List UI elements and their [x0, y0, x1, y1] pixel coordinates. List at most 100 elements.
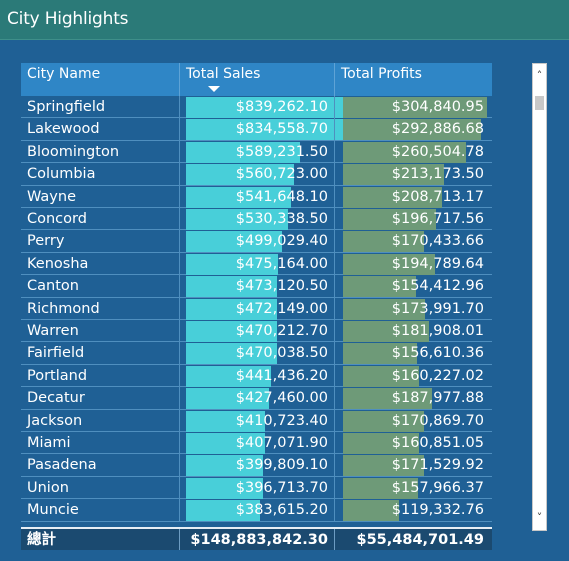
total-profits-cell: $304,840.95	[391, 99, 484, 115]
vertical-scrollbar[interactable]: ˄ ˅	[532, 63, 547, 531]
column-divider	[179, 208, 180, 230]
sort-descending-icon[interactable]	[208, 86, 220, 92]
table-row[interactable]: Springfield $839,262.10 $304,840.95	[21, 96, 492, 119]
column-divider	[334, 432, 335, 454]
table-row[interactable]: Bloomington $589,231.50 $260,504.78	[21, 140, 492, 164]
column-header-total-sales[interactable]: Total Sales	[186, 66, 261, 82]
table-row[interactable]: Union $396,713.70 $157,966.37	[21, 476, 492, 500]
city-name-cell: Union	[27, 479, 69, 496]
column-divider	[334, 476, 335, 499]
total-profits-cell: $156,610.36	[391, 345, 484, 362]
sales-data-bar	[186, 455, 264, 477]
total-sales-cell: $499,029.40	[235, 233, 328, 250]
total-profits-cell: $171,529.92	[391, 457, 484, 474]
column-header-city-name[interactable]: City Name	[27, 66, 101, 82]
total-profits-cell: $196,717.56	[391, 211, 484, 227]
column-divider	[179, 297, 180, 320]
profit-data-bar	[343, 321, 429, 342]
total-sales-cell: $839,262.10	[235, 99, 328, 115]
sales-data-bar	[186, 298, 278, 320]
column-divider	[334, 275, 335, 298]
city-name-cell: Pasadena	[27, 457, 97, 474]
column-divider	[179, 364, 180, 387]
column-divider	[179, 432, 180, 454]
profit-data-bar	[343, 433, 419, 454]
city-name-cell: Kenosha	[27, 255, 89, 272]
table-row[interactable]: Canton $473,120.50 $154,412.96	[21, 275, 492, 298]
city-name-cell: Warren	[27, 323, 79, 339]
column-divider	[334, 387, 335, 410]
column-divider[interactable]	[334, 63, 335, 96]
city-name-cell: Springfield	[27, 99, 106, 115]
table-row[interactable]: Columbia $560,723.00 $213,173.50	[21, 163, 492, 186]
total-profits-value: $55,484,701.49	[356, 532, 484, 548]
column-divider	[179, 275, 180, 298]
total-sales-cell: $407,071.90	[235, 435, 328, 451]
total-sales-cell: $589,231.50	[235, 143, 328, 160]
total-profits-cell: $187,977.88	[391, 390, 484, 407]
total-sales-cell: $560,723.00	[235, 166, 328, 183]
profit-data-bar	[343, 231, 424, 253]
sales-data-bar	[186, 388, 269, 410]
sales-data-bar	[186, 186, 291, 208]
scrollbar-thumb[interactable]	[535, 96, 544, 110]
total-sales-cell: $530,338.50	[235, 211, 328, 227]
profit-data-bar	[343, 365, 419, 387]
table-row[interactable]: Concord $530,338.50 $196,717.56	[21, 208, 492, 231]
total-profits-cell: $181,908.01	[391, 323, 484, 339]
total-sales-cell: $470,212.70	[235, 323, 328, 339]
total-sales-cell: $441,436.20	[235, 367, 328, 384]
column-divider	[179, 454, 180, 477]
city-name-cell: Richmond	[27, 300, 100, 317]
city-name-cell: Portland	[27, 367, 88, 384]
profit-data-bar	[343, 500, 400, 522]
table-row[interactable]: Lakewood $834,558.70 $292,886.68	[21, 118, 492, 141]
total-profits-cell: $173,991.70	[391, 300, 484, 317]
column-divider	[179, 529, 180, 550]
column-divider	[334, 163, 335, 186]
city-name-cell: Lakewood	[27, 121, 100, 138]
column-divider	[334, 454, 335, 477]
city-name-cell: Jackson	[27, 412, 83, 429]
total-profits-cell: $160,227.02	[391, 367, 484, 384]
chevron-up-icon[interactable]: ˄	[536, 69, 543, 82]
column-divider[interactable]	[179, 63, 180, 96]
column-divider	[334, 118, 335, 141]
total-profits-cell: $170,433.66	[391, 233, 484, 250]
profit-data-bar	[343, 343, 417, 365]
table-row[interactable]: Perry $499,029.40 $170,433.66	[21, 230, 492, 253]
sales-data-bar	[186, 119, 348, 141]
chevron-down-icon[interactable]: ˅	[536, 511, 543, 524]
table-row[interactable]: Richmond $472,149.00 $173,991.70	[21, 297, 492, 320]
total-profits-cell: $208,713.17	[391, 188, 484, 205]
column-divider	[179, 96, 180, 118]
profit-data-bar	[343, 455, 425, 477]
table-row[interactable]: Jackson $410,723.40 $170,869.70	[21, 409, 492, 432]
column-divider	[334, 208, 335, 230]
total-profits-cell: $157,966.37	[391, 479, 484, 496]
column-divider	[334, 252, 335, 275]
table-row[interactable]: Muncie $383,615.20 $119,332.76	[21, 499, 492, 522]
table-row[interactable]: Wayne $541,648.10 $208,713.17	[21, 185, 492, 208]
table-row[interactable]: Warren $470,212.70 $181,908.01	[21, 320, 492, 343]
sales-data-bar	[186, 410, 266, 432]
table-row[interactable]: Kenosha $475,164.00 $194,789.64	[21, 252, 492, 276]
table-row[interactable]: Miami $407,071.90 $160,851.05	[21, 432, 492, 455]
column-header-total-profits[interactable]: Total Profits	[341, 66, 422, 82]
city-name-cell: Perry	[27, 233, 65, 250]
profit-data-bar	[343, 209, 436, 230]
city-name-cell: Decatur	[27, 390, 85, 407]
column-divider	[334, 409, 335, 432]
column-divider	[179, 163, 180, 186]
column-divider	[179, 118, 180, 141]
city-name-cell: Miami	[27, 435, 71, 451]
table-row[interactable]: Decatur $427,460.00 $187,977.88	[21, 387, 492, 410]
table-row[interactable]: Pasadena $399,809.10 $171,529.92	[21, 454, 492, 477]
total-row: 總計 $148,883,842.30 $55,484,701.49	[21, 527, 492, 550]
sales-data-bar	[186, 500, 261, 522]
table-row[interactable]: Portland $441,436.20 $160,227.02	[21, 364, 492, 388]
profit-data-bar	[343, 253, 435, 275]
total-sales-cell: $473,120.50	[235, 278, 328, 295]
table-row[interactable]: Fairfield $470,038.50 $156,610.36	[21, 342, 492, 365]
city-highlights-table[interactable]: City Name Total Sales Total Profits Spri…	[21, 63, 492, 550]
